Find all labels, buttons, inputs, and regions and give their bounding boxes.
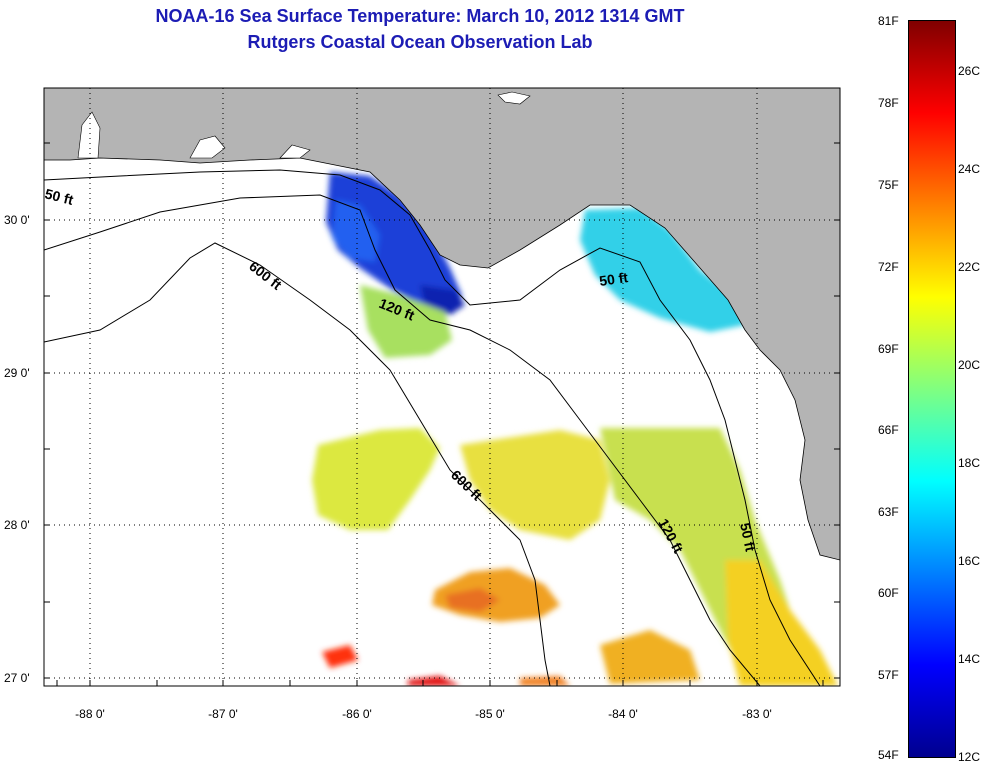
colorbar-f-78: 78F [878,96,899,110]
colorbar-f-69: 69F [878,342,899,356]
sst-patch-green [360,285,452,358]
colorbar-f-72: 72F [878,260,899,274]
sst-patch-yellow-west [312,428,440,530]
colorbar-f-57: 57F [878,668,899,682]
lat-label-28: 28 0' [4,518,30,532]
map-subtitle: Rutgers Coastal Ocean Observation Lab [247,32,593,52]
sst-patch-orange-se [600,630,700,684]
contour-line-600ft [44,242,551,686]
sst-patch-yellow-central [460,430,610,540]
bay-choctaw [279,144,311,159]
lake-inland [497,91,531,105]
colorbar-c-14: 14C [958,652,981,666]
colorbar-f-63: 63F [878,505,899,519]
lon-label-88: -88 0' [75,707,105,721]
bay-pensacola [189,135,226,159]
colorbar-c-16: 16C [958,554,981,568]
lon-label-85: -85 0' [475,707,505,721]
lon-label-84: -84 0' [608,707,638,721]
contour-label-50ft-northeast: 50 ft [598,269,629,289]
lon-label-83: -83 0' [742,707,772,721]
land-mass [44,88,840,561]
lat-label-27: 27 0' [4,671,30,685]
contour-line-120ft [44,194,761,686]
bay-mobile [77,111,101,159]
colorbar-c-20: 20C [958,358,981,372]
map-frame [43,87,841,687]
contour-line-50ft-west [44,169,821,686]
sst-patch-cyan [580,208,745,332]
map-title: NOAA-16 Sea Surface Temperature: March 1… [155,6,685,26]
sst-patch-red [322,645,358,668]
lon-label-87: -87 0' [208,707,238,721]
sst-data-layer [312,172,838,686]
lat-label-29: 29 0' [4,366,30,380]
colorbar-c-26: 26C [958,64,981,78]
colorbar-f-66: 66F [878,423,899,437]
contour-label-50ft-west: 50 ft [43,185,75,208]
colorbar-f-54: 54F [878,748,899,762]
colorbar-c-24: 24C [958,162,981,176]
sst-patch-orange-core [445,588,500,612]
colorbar-c-18: 18C [958,456,981,470]
lon-label-86: -86 0' [342,707,372,721]
colorbar-c-22: 22C [958,260,981,274]
sst-patch-cold-2 [332,200,380,262]
sst-patch-red-south [408,676,460,686]
axis-ticks [44,142,840,686]
colorbar-c-12: 12C [958,750,981,764]
contour-label-50ft-southeast: 50 ft [737,521,759,553]
colorbar-f-75: 75F [878,178,899,192]
bathymetry-contours [44,169,821,686]
temperature-colorbar [908,20,956,758]
colorbar-f-81: 81F [878,14,899,28]
lat-label-30: 30 0' [4,213,30,227]
colorbar-f-60: 60F [878,586,899,600]
